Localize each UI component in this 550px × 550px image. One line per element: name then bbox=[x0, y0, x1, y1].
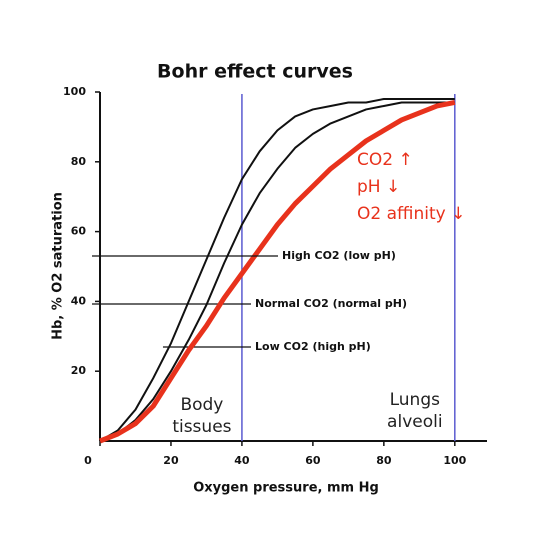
reference-label: tissues bbox=[172, 417, 231, 437]
x-tick-label: 100 bbox=[443, 454, 466, 467]
x-axis-label: Oxygen pressure, mm Hg bbox=[193, 481, 379, 496]
y-tick-label: 20 bbox=[71, 364, 87, 377]
reference-label: Lungs bbox=[390, 390, 441, 410]
x-tick-label: 80 bbox=[376, 454, 392, 467]
y-tick-label: 60 bbox=[71, 225, 87, 238]
series-label: High CO2 (low pH) bbox=[282, 249, 396, 262]
curve bbox=[99, 101, 455, 442]
series-label: Low CO2 (high pH) bbox=[255, 340, 371, 353]
y-tick-label: 40 bbox=[71, 294, 87, 307]
x-tick-label: 40 bbox=[234, 454, 250, 467]
curve bbox=[99, 97, 455, 442]
reference-label: Body bbox=[180, 395, 223, 415]
curve bbox=[99, 100, 456, 444]
annotation: CO2 ↑ bbox=[357, 150, 413, 170]
annotation: O2 affinity ↓ bbox=[357, 204, 465, 224]
y-axis-label: Hb, % O2 saturation bbox=[51, 192, 66, 340]
reference-label: alveoli bbox=[387, 412, 443, 432]
y-tick-label: 80 bbox=[71, 155, 87, 168]
x-tick-label: 20 bbox=[163, 454, 179, 467]
chart-title: Bohr effect curves bbox=[157, 61, 353, 83]
series-label: Normal CO2 (normal pH) bbox=[255, 297, 407, 310]
x-tick-label: 0 bbox=[84, 454, 92, 467]
annotation: pH ↓ bbox=[357, 177, 400, 197]
y-tick-label: 100 bbox=[63, 85, 86, 98]
x-tick-label: 60 bbox=[305, 454, 321, 467]
